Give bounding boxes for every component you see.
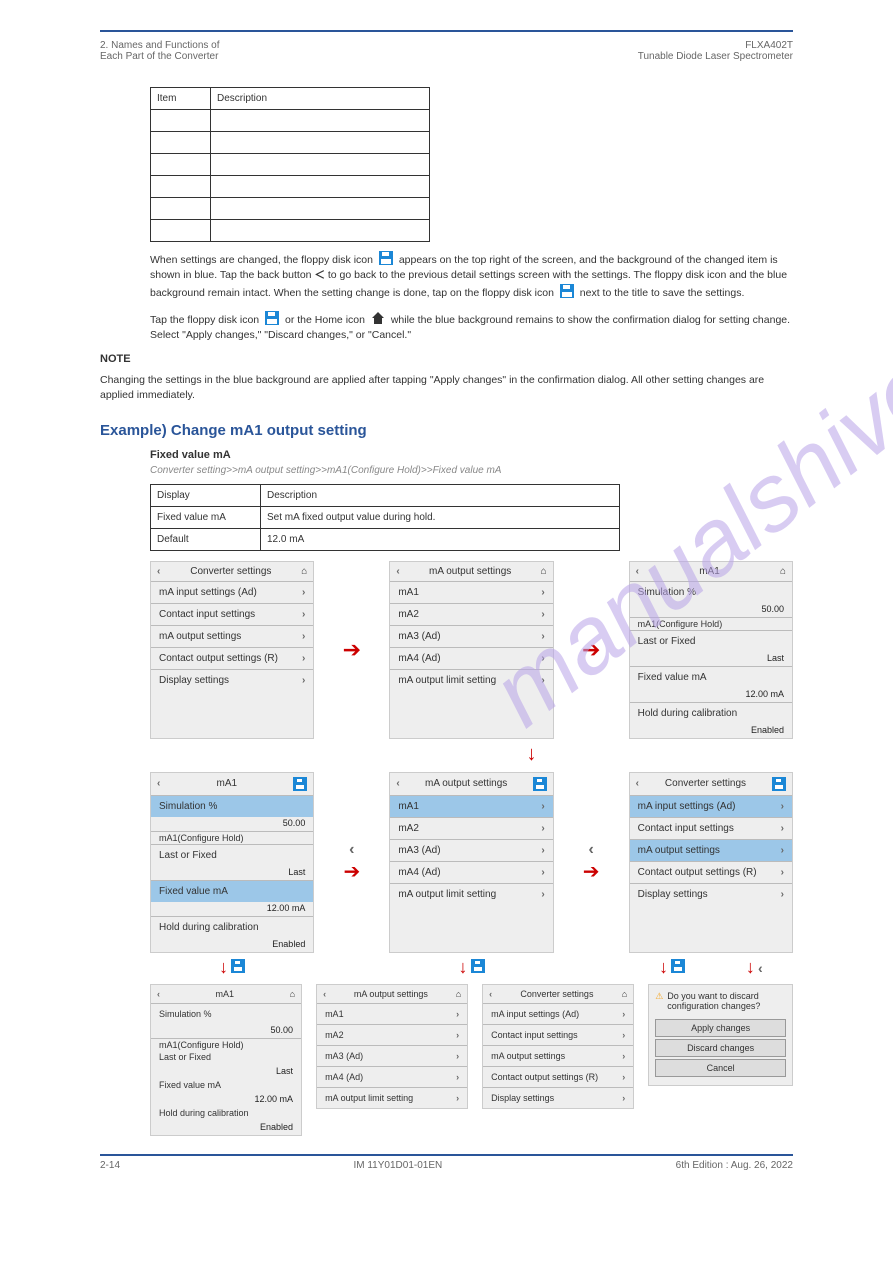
table-items: ItemDescription [150, 87, 430, 242]
home-icon: ⌂ [301, 566, 307, 577]
save-icon [533, 777, 547, 791]
arrow-right-icon: ➔ [343, 859, 360, 884]
panel-ma1-edited: ‹mA1 Simulation % 50.00 mA1(Configure Ho… [150, 772, 314, 953]
arrow-down-icon: ↓ [219, 957, 228, 977]
save-icon [378, 250, 394, 266]
cancel-button[interactable]: Cancel [655, 1059, 786, 1077]
discard-changes-button[interactable]: Discard changes [655, 1039, 786, 1057]
top-rule [100, 30, 793, 32]
header-right: FLXA402TTunable Diode Laser Spectrometer [638, 40, 793, 62]
save-icon [559, 283, 575, 299]
note-text: Changing the settings in the blue backgr… [100, 373, 793, 403]
panel-ma1: ‹mA1⌂ Simulation % 50.00 mA1(Configure H… [629, 561, 793, 739]
param-heading: Fixed value mA [150, 449, 793, 461]
arrow-down-icon: ↓ [458, 957, 467, 977]
panel-converter-settings: ‹Converter settings⌂ mA input settings (… [150, 561, 314, 739]
example-heading: Example) Change mA1 output setting [100, 422, 793, 439]
footer: 2-14 IM 11Y01D01-01EN 6th Edition : Aug.… [100, 1156, 793, 1171]
save-icon [772, 777, 786, 791]
save-icon [671, 959, 685, 973]
panel-maout-small: ‹mA output settings⌂ mA1› mA2› mA3 (Ad)›… [316, 984, 468, 1109]
header-left: 2. Names and Functions ofEach Part of th… [100, 40, 220, 62]
home-icon [370, 310, 386, 326]
para-2: Tap the floppy disk icon or the Home ico… [150, 310, 793, 343]
panel-ma1-small: ‹mA1⌂ Simulation % 50.00 mA1(Configure H… [150, 984, 302, 1136]
warning-icon: ⚠ [655, 991, 663, 1011]
confirm-dialog: ⚠Do you want to discard configuration ch… [648, 984, 793, 1086]
arrow-down-icon: ↓ [746, 957, 755, 977]
panel-conv-small: ‹Converter settings⌂ mA input settings (… [482, 984, 634, 1109]
save-icon [471, 959, 485, 973]
apply-changes-button[interactable]: Apply changes [655, 1019, 786, 1037]
panel-ma-output: ‹mA output settings⌂ mA1› mA2› mA3 (Ad)›… [389, 561, 553, 739]
arrow-right-icon: ➔ [583, 859, 600, 884]
note-heading: NOTE [100, 353, 793, 365]
table-param: DisplayDescription Fixed value mASet mA … [150, 484, 620, 551]
arrow-down-icon: ↓ [659, 957, 668, 977]
save-icon [231, 959, 245, 973]
panel-ma-output-edited: ‹mA output settings mA1› mA2› mA3 (Ad)› … [389, 772, 553, 953]
para-1: When settings are changed, the floppy di… [150, 250, 793, 302]
arrow-right-icon: ➔ [582, 637, 600, 663]
save-icon [264, 310, 280, 326]
save-icon [293, 777, 307, 791]
arrow-right-icon: ➔ [343, 637, 361, 663]
breadcrumb: Converter setting>>mA output setting>>mA… [150, 465, 793, 476]
panel-converter-edited: ‹Converter settings mA input settings (A… [629, 772, 793, 953]
arrow-down-icon: ↓ [527, 743, 537, 765]
